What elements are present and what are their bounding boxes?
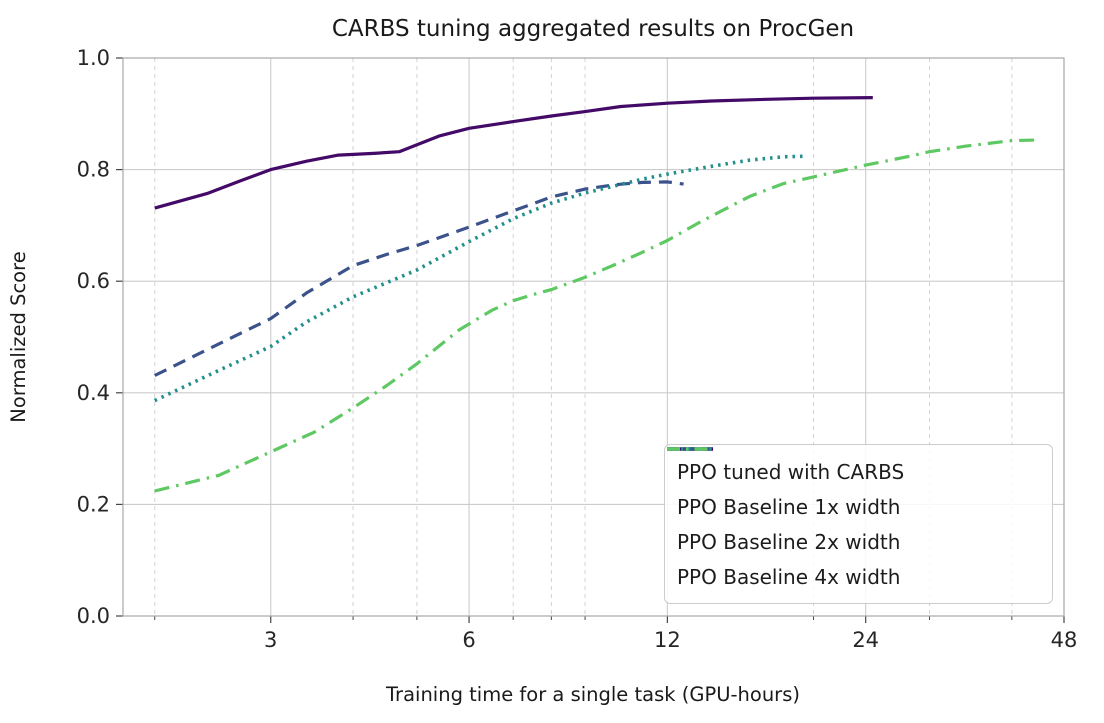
- y-tick-label: 0.6: [77, 269, 110, 293]
- y-tick-label: 0.0: [77, 604, 110, 628]
- series-line-2: [153, 154, 807, 403]
- legend-label: PPO Baseline 4x width: [677, 564, 901, 589]
- chart-title: CARBS tuning aggregated results on ProcG…: [332, 16, 854, 42]
- x-tick-label: 12: [654, 628, 681, 652]
- x-tick-label: 3: [264, 628, 277, 652]
- y-tick-label: 0.2: [77, 492, 110, 516]
- series-layer: [153, 96, 1036, 493]
- legend: PPO tuned with CARBS PPO Baseline 1x widt…: [664, 444, 1053, 604]
- series-line-3: [154, 138, 1036, 493]
- legend-label: PPO Baseline 2x width: [677, 529, 901, 554]
- x-tick-label: 6: [462, 628, 475, 652]
- y-tick-label: 0.8: [77, 158, 110, 182]
- legend-line-sample: [667, 447, 713, 451]
- tick-layer: 3 6 12 24 48 0.0 0.2 0.4 0.6 0.8 1.0: [77, 46, 1078, 652]
- legend-item: PPO tuned with CARBS: [667, 447, 1046, 484]
- legend-item: PPO Baseline 1x width: [667, 447, 1046, 519]
- series-line-1: [153, 180, 684, 377]
- x-tick-label: 48: [1051, 628, 1078, 652]
- x-axis-label: Training time for a single task (GPU-hou…: [385, 683, 800, 706]
- y-tick-label: 0.4: [77, 381, 110, 405]
- legend-item: PPO Baseline 4x width: [667, 447, 1046, 589]
- legend-label: PPO tuned with CARBS: [677, 459, 905, 484]
- series-line-0: [154, 96, 873, 210]
- y-tick-label: 1.0: [77, 46, 110, 70]
- x-tick-label: 24: [852, 628, 879, 652]
- plot-border: [122, 57, 1065, 617]
- y-axis-label: Normalized Score: [7, 251, 30, 422]
- legend-item: PPO Baseline 2x width: [667, 447, 1046, 554]
- legend-label: PPO Baseline 1x width: [677, 494, 901, 519]
